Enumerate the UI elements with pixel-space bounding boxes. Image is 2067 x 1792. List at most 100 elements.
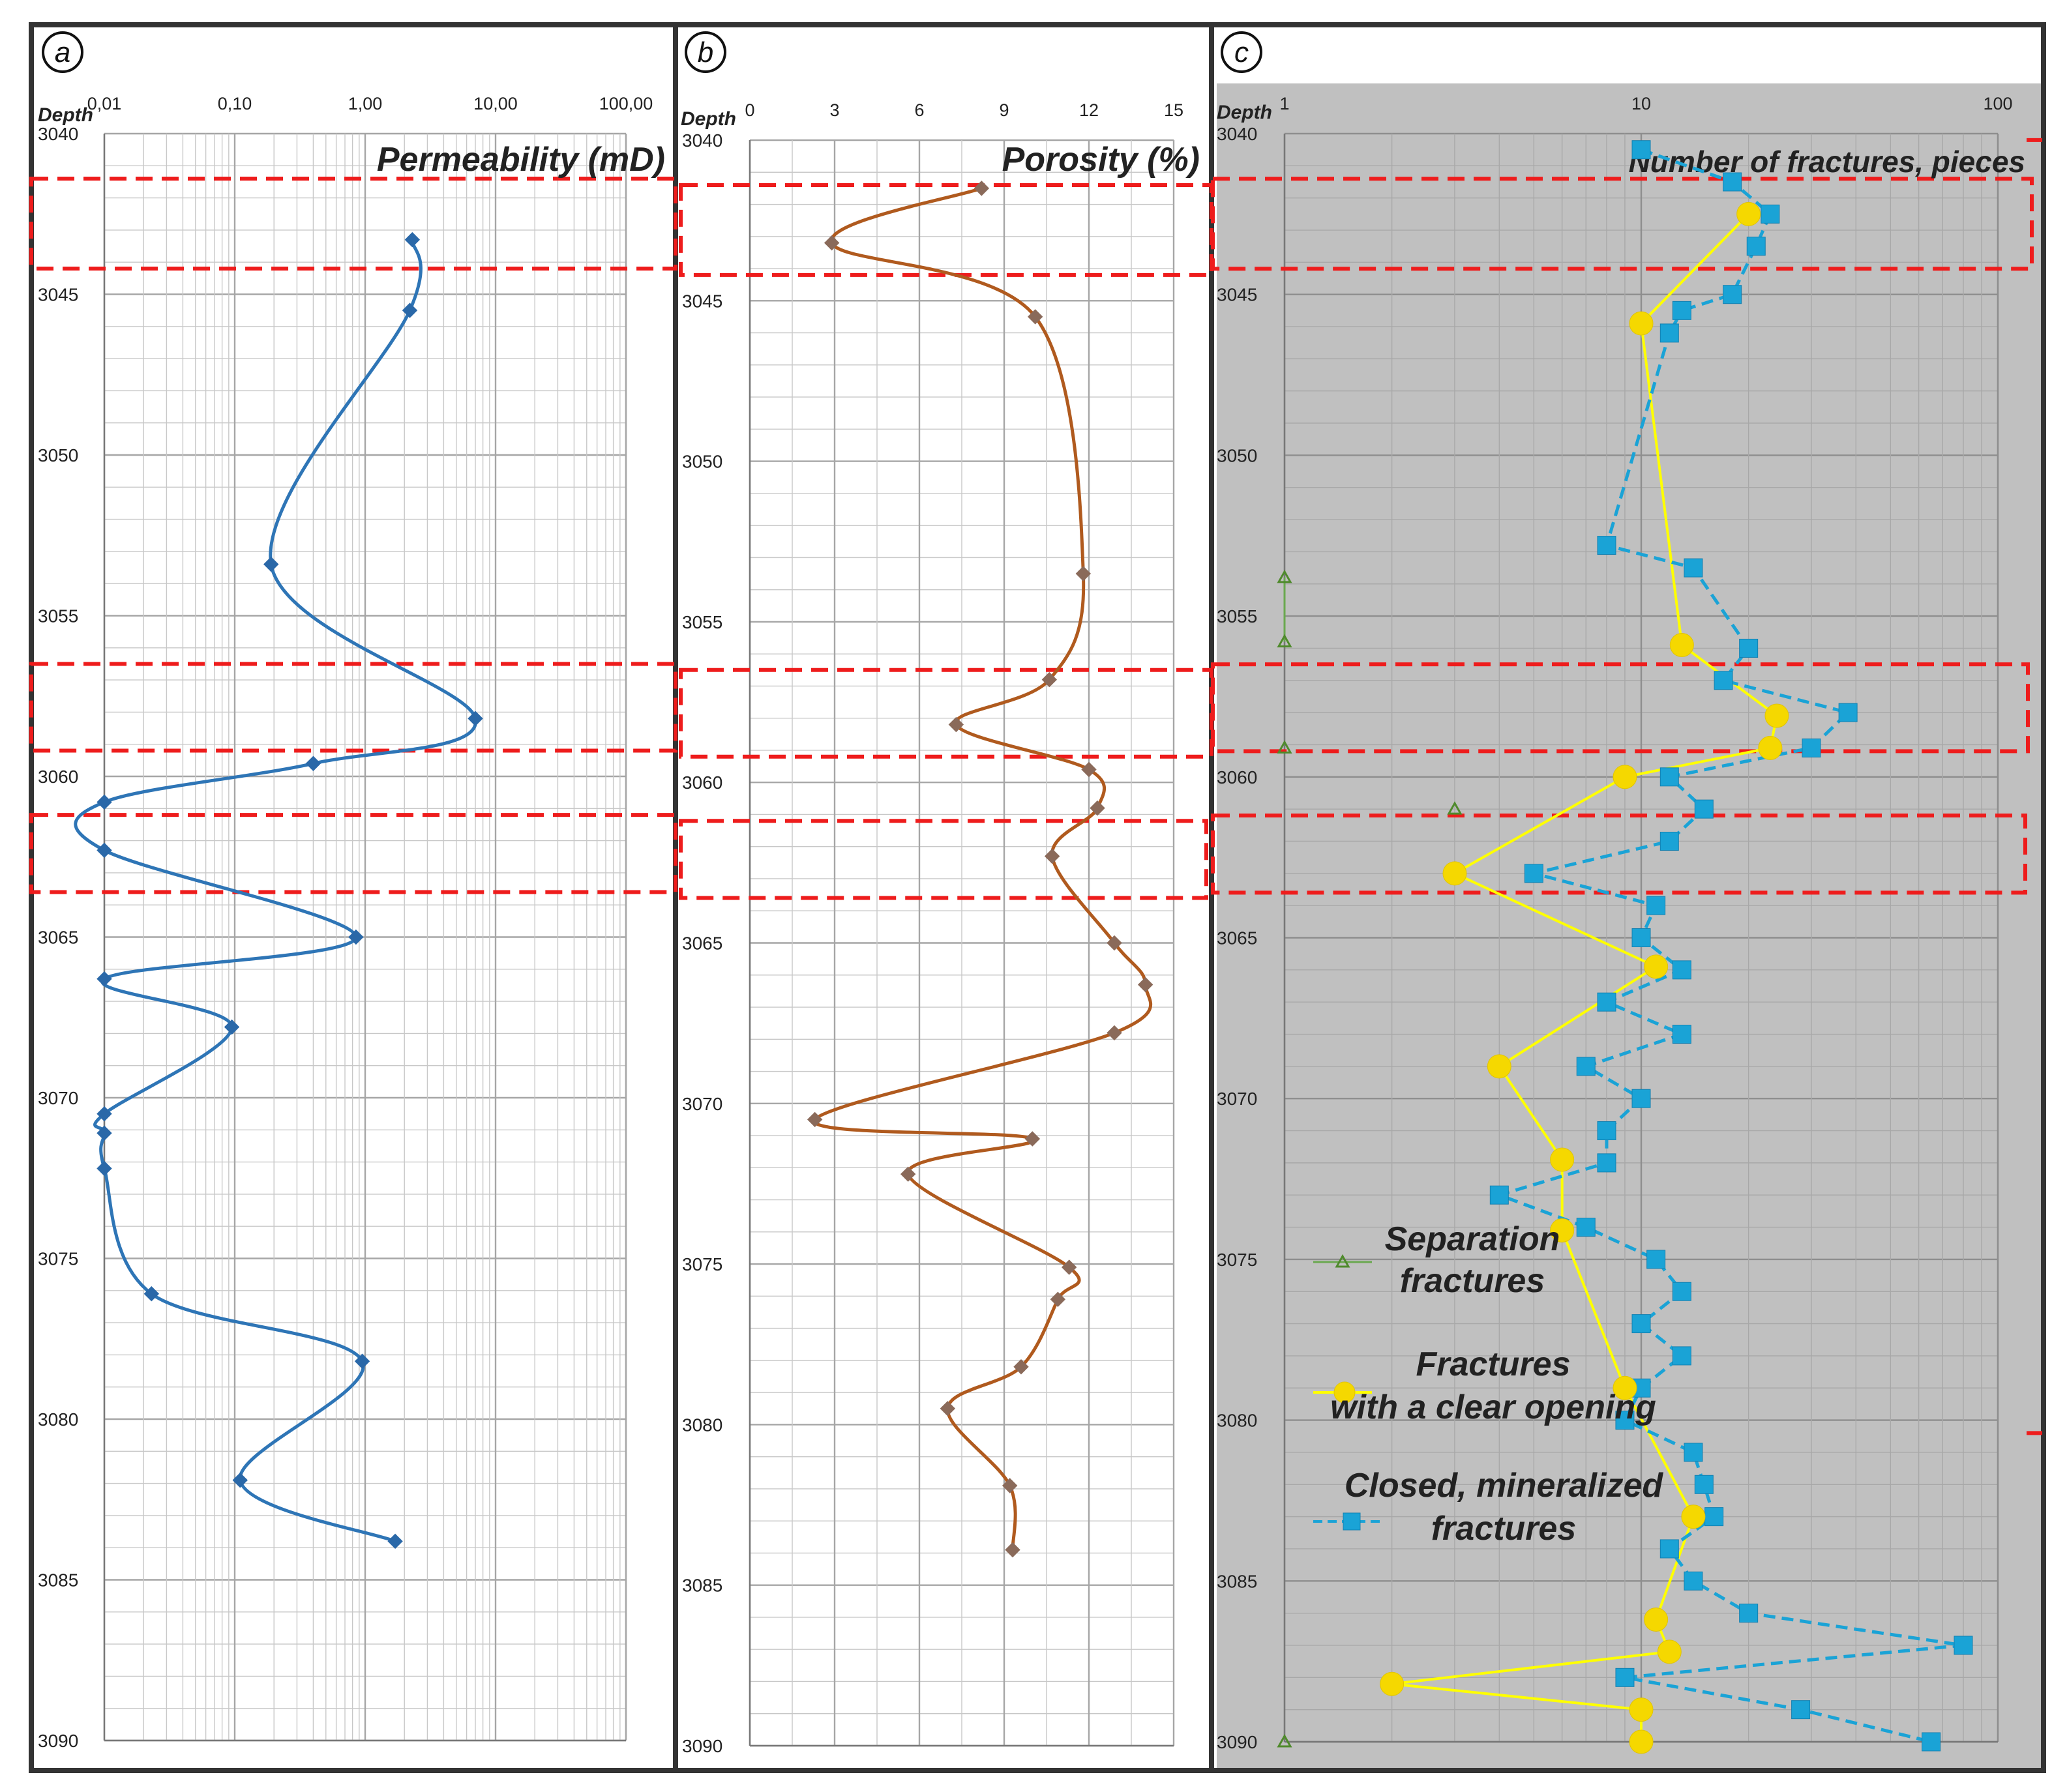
y-tick-label: 3045 <box>682 291 722 311</box>
closed-fractures-point <box>1659 323 1679 343</box>
closed-fractures-point <box>1684 558 1703 578</box>
zone-1-box <box>29 177 677 271</box>
permeability-point <box>97 971 112 987</box>
panel-c-depth-label: Depth <box>1217 102 1272 123</box>
open-fractures-point <box>1644 954 1669 979</box>
y-tick-label: 3060 <box>1217 767 1257 787</box>
closed-fractures-point <box>1802 738 1821 757</box>
y-tick-label: 3070 <box>1217 1089 1257 1109</box>
y-tick-label: 3040 <box>38 124 78 144</box>
open-fractures-point <box>1644 1608 1669 1632</box>
panel-c-legend: Separation fractures Fractures with a clear… <box>1313 1220 1663 1548</box>
panel-a-depth-label: Depth <box>38 104 93 126</box>
panel-a-frame <box>29 22 678 1773</box>
closed-fractures-point <box>1723 285 1742 304</box>
y-tick-label: 3085 <box>1217 1571 1257 1591</box>
y-tick-label: 3075 <box>682 1254 722 1274</box>
closed-fractures-point <box>1714 671 1733 690</box>
separation-point <box>1447 801 1463 815</box>
closed-fractures-point <box>1684 1443 1703 1462</box>
closed-fractures-point <box>1723 172 1742 192</box>
porosity-point <box>1002 1478 1018 1493</box>
porosity-point <box>1081 761 1097 778</box>
porosity-point <box>1061 1259 1077 1275</box>
legend-label: fractures <box>1431 1510 1577 1548</box>
porosity-point <box>1107 1025 1122 1041</box>
open-fractures-point <box>1681 1505 1706 1529</box>
open-fractures-point <box>1550 1218 1575 1242</box>
legend-label: fractures <box>1400 1262 1545 1300</box>
y-tick-label: 3080 <box>38 1409 78 1430</box>
closed-fractures-point <box>1631 140 1651 160</box>
y-tick-label: 3060 <box>38 767 78 787</box>
zone-2-box <box>1211 662 2030 754</box>
closed-fractures-point <box>1791 1700 1811 1720</box>
closed-fractures-point <box>1746 237 1766 256</box>
permeability-point <box>348 929 364 945</box>
permeability-point <box>97 1106 112 1122</box>
x-tick-label: 9 <box>999 100 1009 120</box>
open-fractures-point <box>1487 1054 1511 1079</box>
panel-b-badge: b <box>685 31 726 73</box>
x-tick-label: 0 <box>745 100 754 120</box>
y-tick-label: 3090 <box>38 1731 78 1751</box>
closed-fractures-point <box>1615 1667 1635 1687</box>
zone-3-box <box>29 813 677 894</box>
x-tick-label: 10,00 <box>473 94 518 113</box>
panel-c-title: Number of fractures, pieces <box>1629 145 2025 179</box>
porosity-point <box>807 1111 823 1128</box>
open-fractures-point <box>1380 1671 1405 1696</box>
closed-fractures-point <box>1631 1314 1651 1334</box>
y-tick-label: 3040 <box>682 130 722 151</box>
panel-c-background <box>1217 83 2041 1768</box>
closed-fractures-point <box>1631 928 1651 947</box>
y-tick-label: 3050 <box>1217 445 1257 465</box>
open-fractures-point <box>1613 1375 1637 1400</box>
y-tick-label: 3045 <box>38 285 78 305</box>
closed-fractures-point <box>1597 1153 1616 1173</box>
y-tick-label: 3085 <box>38 1570 78 1591</box>
closed-fractures-point <box>1761 204 1780 224</box>
legend-closed-marker <box>1343 1512 1361 1531</box>
closed-fractures-point <box>1672 301 1691 320</box>
closed-fractures-point <box>1597 1121 1616 1141</box>
x-tick-label: 1 <box>1279 94 1289 113</box>
y-tick-label: 3050 <box>38 445 78 465</box>
legend-label: Fractures <box>1416 1345 1571 1383</box>
closed-fractures-point <box>1646 896 1666 915</box>
y-tick-label: 3050 <box>682 452 722 472</box>
panel-a-label: a <box>55 37 70 68</box>
open-fractures-point <box>1629 1697 1654 1722</box>
porosity-point <box>1050 1291 1066 1307</box>
legend-label: with a clear opening <box>1330 1388 1656 1426</box>
target-zones <box>29 138 2042 1435</box>
porosity-point <box>1027 309 1043 325</box>
porosity-point <box>1090 800 1105 816</box>
x-tick-label: 100,00 <box>599 94 653 113</box>
permeability-point <box>468 711 483 726</box>
permeability-point <box>404 231 421 248</box>
closed-fractures-point <box>1739 1604 1759 1623</box>
open-fractures-point <box>1758 735 1783 760</box>
open-fractures-point <box>1442 861 1467 886</box>
y-tick-label: 3080 <box>1217 1411 1257 1431</box>
closed-fractures-point <box>1659 767 1679 787</box>
closed-fractures-point <box>1684 1571 1703 1591</box>
panel-a-badge: a <box>42 31 83 73</box>
y-tick-label: 3060 <box>682 772 722 793</box>
x-tick-label: 12 <box>1079 100 1099 120</box>
y-tick-label: 3070 <box>38 1088 78 1108</box>
panel-b-grid <box>749 139 1175 1747</box>
permeability-point <box>97 842 112 859</box>
x-tick-label: 3 <box>829 100 839 120</box>
y-tick-label: 3055 <box>1217 606 1257 626</box>
panel-b-depth-label: Depth <box>681 108 736 130</box>
closed-fractures-point <box>1615 1411 1635 1430</box>
closed-fractures-point <box>1739 638 1759 658</box>
legend-open-marker <box>1333 1381 1356 1403</box>
open-fractures-point <box>1764 703 1789 728</box>
permeability-point <box>97 794 112 810</box>
closed-fractures-point <box>1576 1218 1596 1237</box>
y-tick-label: 3080 <box>682 1415 722 1435</box>
